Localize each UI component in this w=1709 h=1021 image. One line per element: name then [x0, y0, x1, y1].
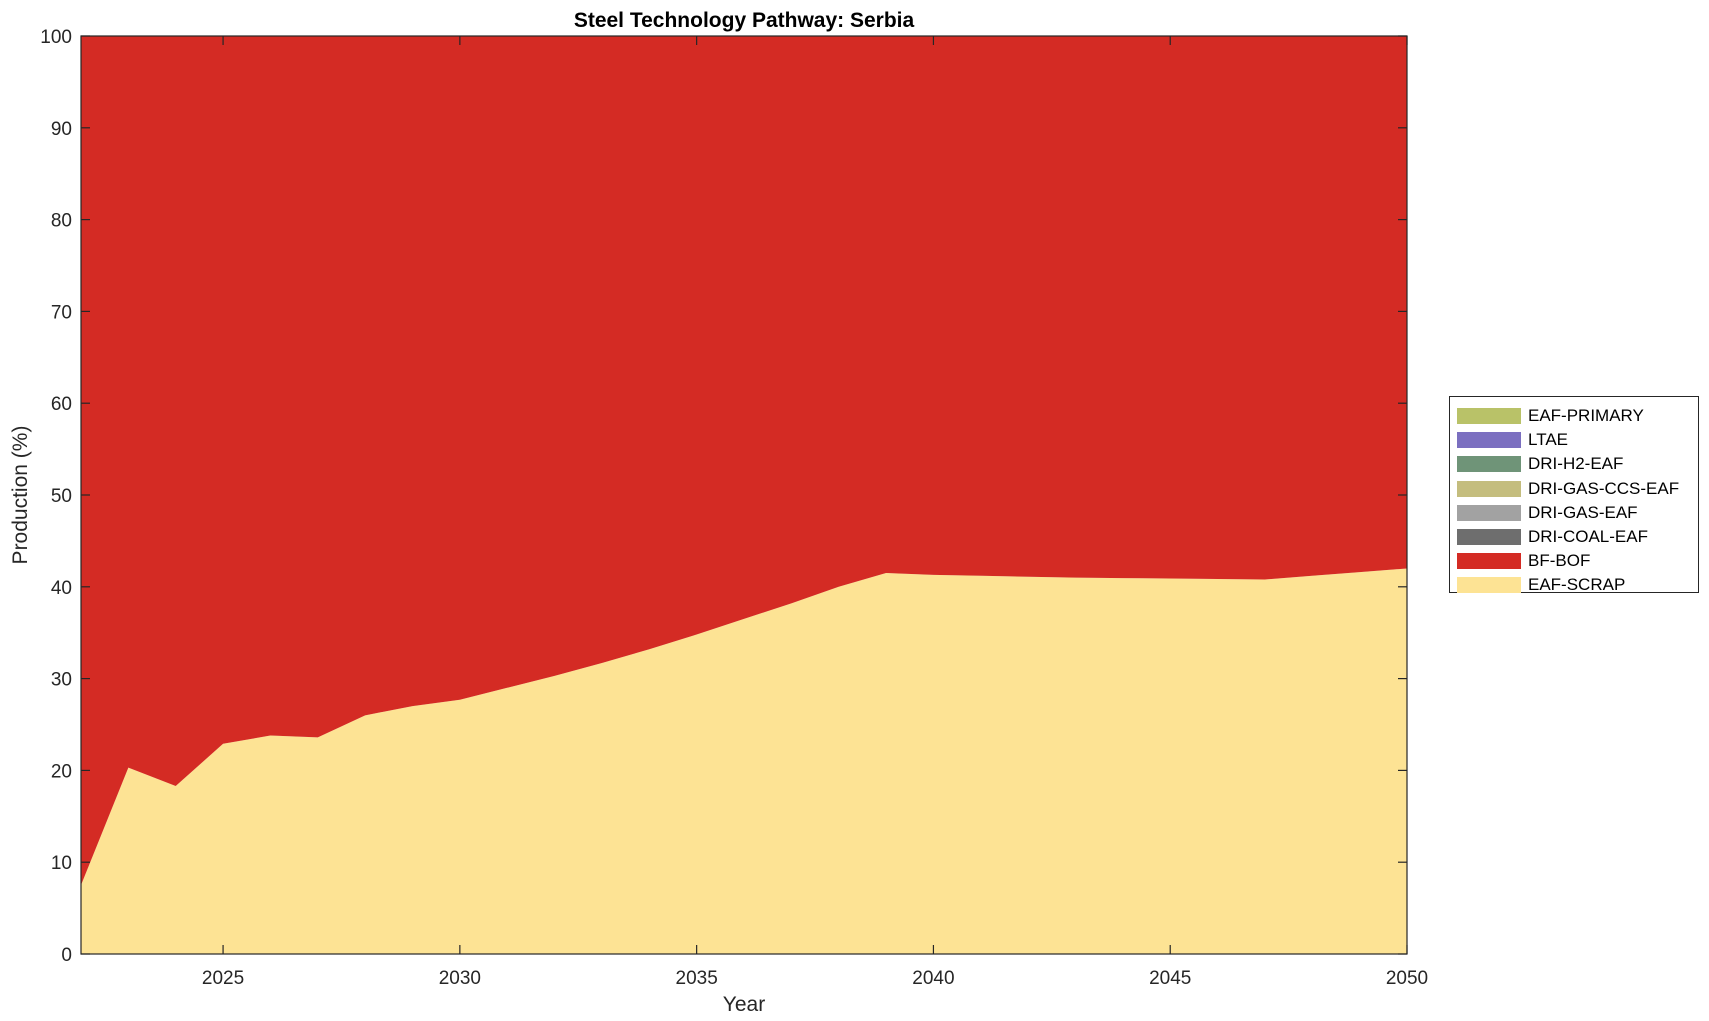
x-tick-label: 2050 — [1386, 968, 1428, 989]
legend-item-dri-coal-eaf: DRI-COAL-EAF — [1457, 525, 1698, 549]
y-tick-label: 50 — [51, 486, 72, 507]
y-tick-label: 90 — [51, 119, 72, 140]
legend-swatch — [1457, 432, 1521, 449]
y-tick-label: 0 — [61, 945, 72, 966]
y-axis-title: Production (%) — [9, 426, 32, 565]
legend-swatch — [1457, 408, 1521, 425]
legend-item-eaf-scrap: EAF-SCRAP — [1457, 573, 1698, 597]
legend-swatch — [1457, 456, 1521, 473]
legend-label: LTAE — [1528, 430, 1568, 450]
x-tick-label: 2045 — [1149, 968, 1191, 989]
x-tick-label: 2040 — [912, 968, 954, 989]
legend-swatch — [1457, 553, 1521, 570]
legend-label: EAF-SCRAP — [1528, 575, 1626, 595]
x-tick-label: 2035 — [676, 968, 718, 989]
chart-title: Steel Technology Pathway: Serbia — [574, 9, 915, 32]
x-tick-label: 2025 — [202, 968, 244, 989]
legend-item-eaf-primary: EAF-PRIMARY — [1457, 404, 1698, 428]
y-tick-label: 100 — [40, 27, 72, 48]
area-eaf-scrap — [81, 568, 1407, 954]
legend-swatch — [1457, 529, 1521, 546]
legend-label: DRI-COAL-EAF — [1528, 527, 1648, 547]
legend-label: DRI-H2-EAF — [1528, 454, 1624, 474]
legend-item-bf-bof: BF-BOF — [1457, 549, 1698, 573]
legend-label: BF-BOF — [1528, 551, 1591, 571]
y-tick-label: 30 — [51, 670, 72, 691]
legend-label: DRI-GAS-EAF — [1528, 502, 1638, 522]
area-bf-bof — [81, 36, 1407, 886]
legend-item-dri-h2-eaf: DRI-H2-EAF — [1457, 452, 1698, 476]
y-tick-label: 80 — [51, 211, 72, 232]
legend-label: DRI-GAS-CCS-EAF — [1528, 478, 1680, 498]
legend: EAF-PRIMARY LTAE DRI-H2-EAF DRI-GAS-CCS-EAF… — [1449, 396, 1699, 594]
y-tick-label: 60 — [51, 394, 72, 415]
y-tick-label: 10 — [51, 853, 72, 874]
legend-label: EAF-PRIMARY — [1528, 406, 1644, 426]
legend-swatch — [1457, 480, 1521, 497]
legend-item-dri-gas-eaf: DRI-GAS-EAF — [1457, 501, 1698, 525]
area-layer — [81, 36, 1407, 954]
y-tick-label: 70 — [51, 302, 72, 323]
legend-item-ltae: LTAE — [1457, 428, 1698, 452]
x-tick-label: 2030 — [439, 968, 481, 989]
legend-swatch — [1457, 577, 1521, 594]
legend-swatch — [1457, 504, 1521, 521]
y-tick-label: 40 — [51, 578, 72, 599]
legend-item-dri-gas-ccs-eaf: DRI-GAS-CCS-EAF — [1457, 477, 1698, 501]
x-axis-title: Year — [723, 993, 765, 1016]
y-tick-label: 20 — [51, 761, 72, 782]
